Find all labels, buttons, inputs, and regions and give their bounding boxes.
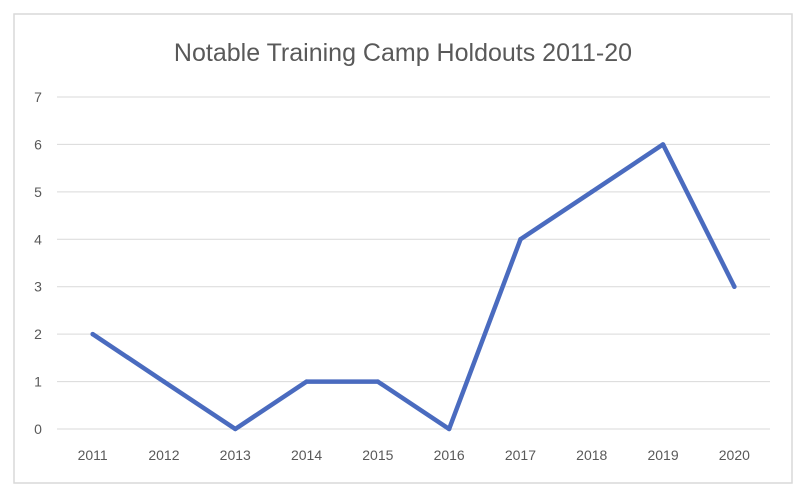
data-point — [589, 189, 594, 195]
y-tick-label: 4 — [34, 231, 42, 247]
y-tick-label: 7 — [34, 89, 42, 105]
x-tick-label: 2013 — [220, 447, 251, 463]
x-tick-label: 2018 — [576, 447, 607, 463]
chart-title: Notable Training Camp Holdouts 2011-20 — [174, 39, 632, 67]
data-point — [161, 379, 167, 384]
data-point — [660, 142, 666, 147]
x-tick-label: 2011 — [78, 447, 108, 463]
y-tick-label: 0 — [34, 421, 42, 437]
series-line — [90, 142, 737, 432]
gridlines — [57, 96, 770, 430]
x-axis-ticks: 2011 2012 2013 2014 2015 2016 2017 2018 2019 2020 — [78, 447, 751, 463]
x-tick-label: 2017 — [505, 447, 536, 463]
y-tick-label: 1 — [34, 374, 42, 390]
y-tick-label: 3 — [34, 279, 42, 295]
x-tick-label: 2014 — [291, 447, 322, 463]
data-point — [375, 379, 381, 384]
x-tick-label: 2012 — [148, 447, 179, 463]
y-tick-label: 6 — [34, 136, 42, 152]
data-point — [90, 331, 95, 337]
x-tick-label: 2015 — [362, 447, 393, 463]
chart-border — [13, 13, 793, 484]
data-point — [233, 426, 238, 432]
y-axis-ticks: 0 1 2 3 4 5 6 7 — [34, 89, 42, 437]
data-point — [732, 284, 737, 289]
data-point — [518, 237, 523, 242]
series-layer — [90, 142, 737, 432]
y-tick-label: 2 — [34, 326, 42, 342]
data-point — [446, 426, 452, 432]
y-tick-label: 5 — [34, 184, 42, 200]
x-tick-label: 2020 — [719, 447, 750, 463]
x-tick-label: 2016 — [434, 447, 465, 463]
x-tick-label: 2019 — [647, 447, 678, 463]
data-point — [304, 379, 309, 384]
